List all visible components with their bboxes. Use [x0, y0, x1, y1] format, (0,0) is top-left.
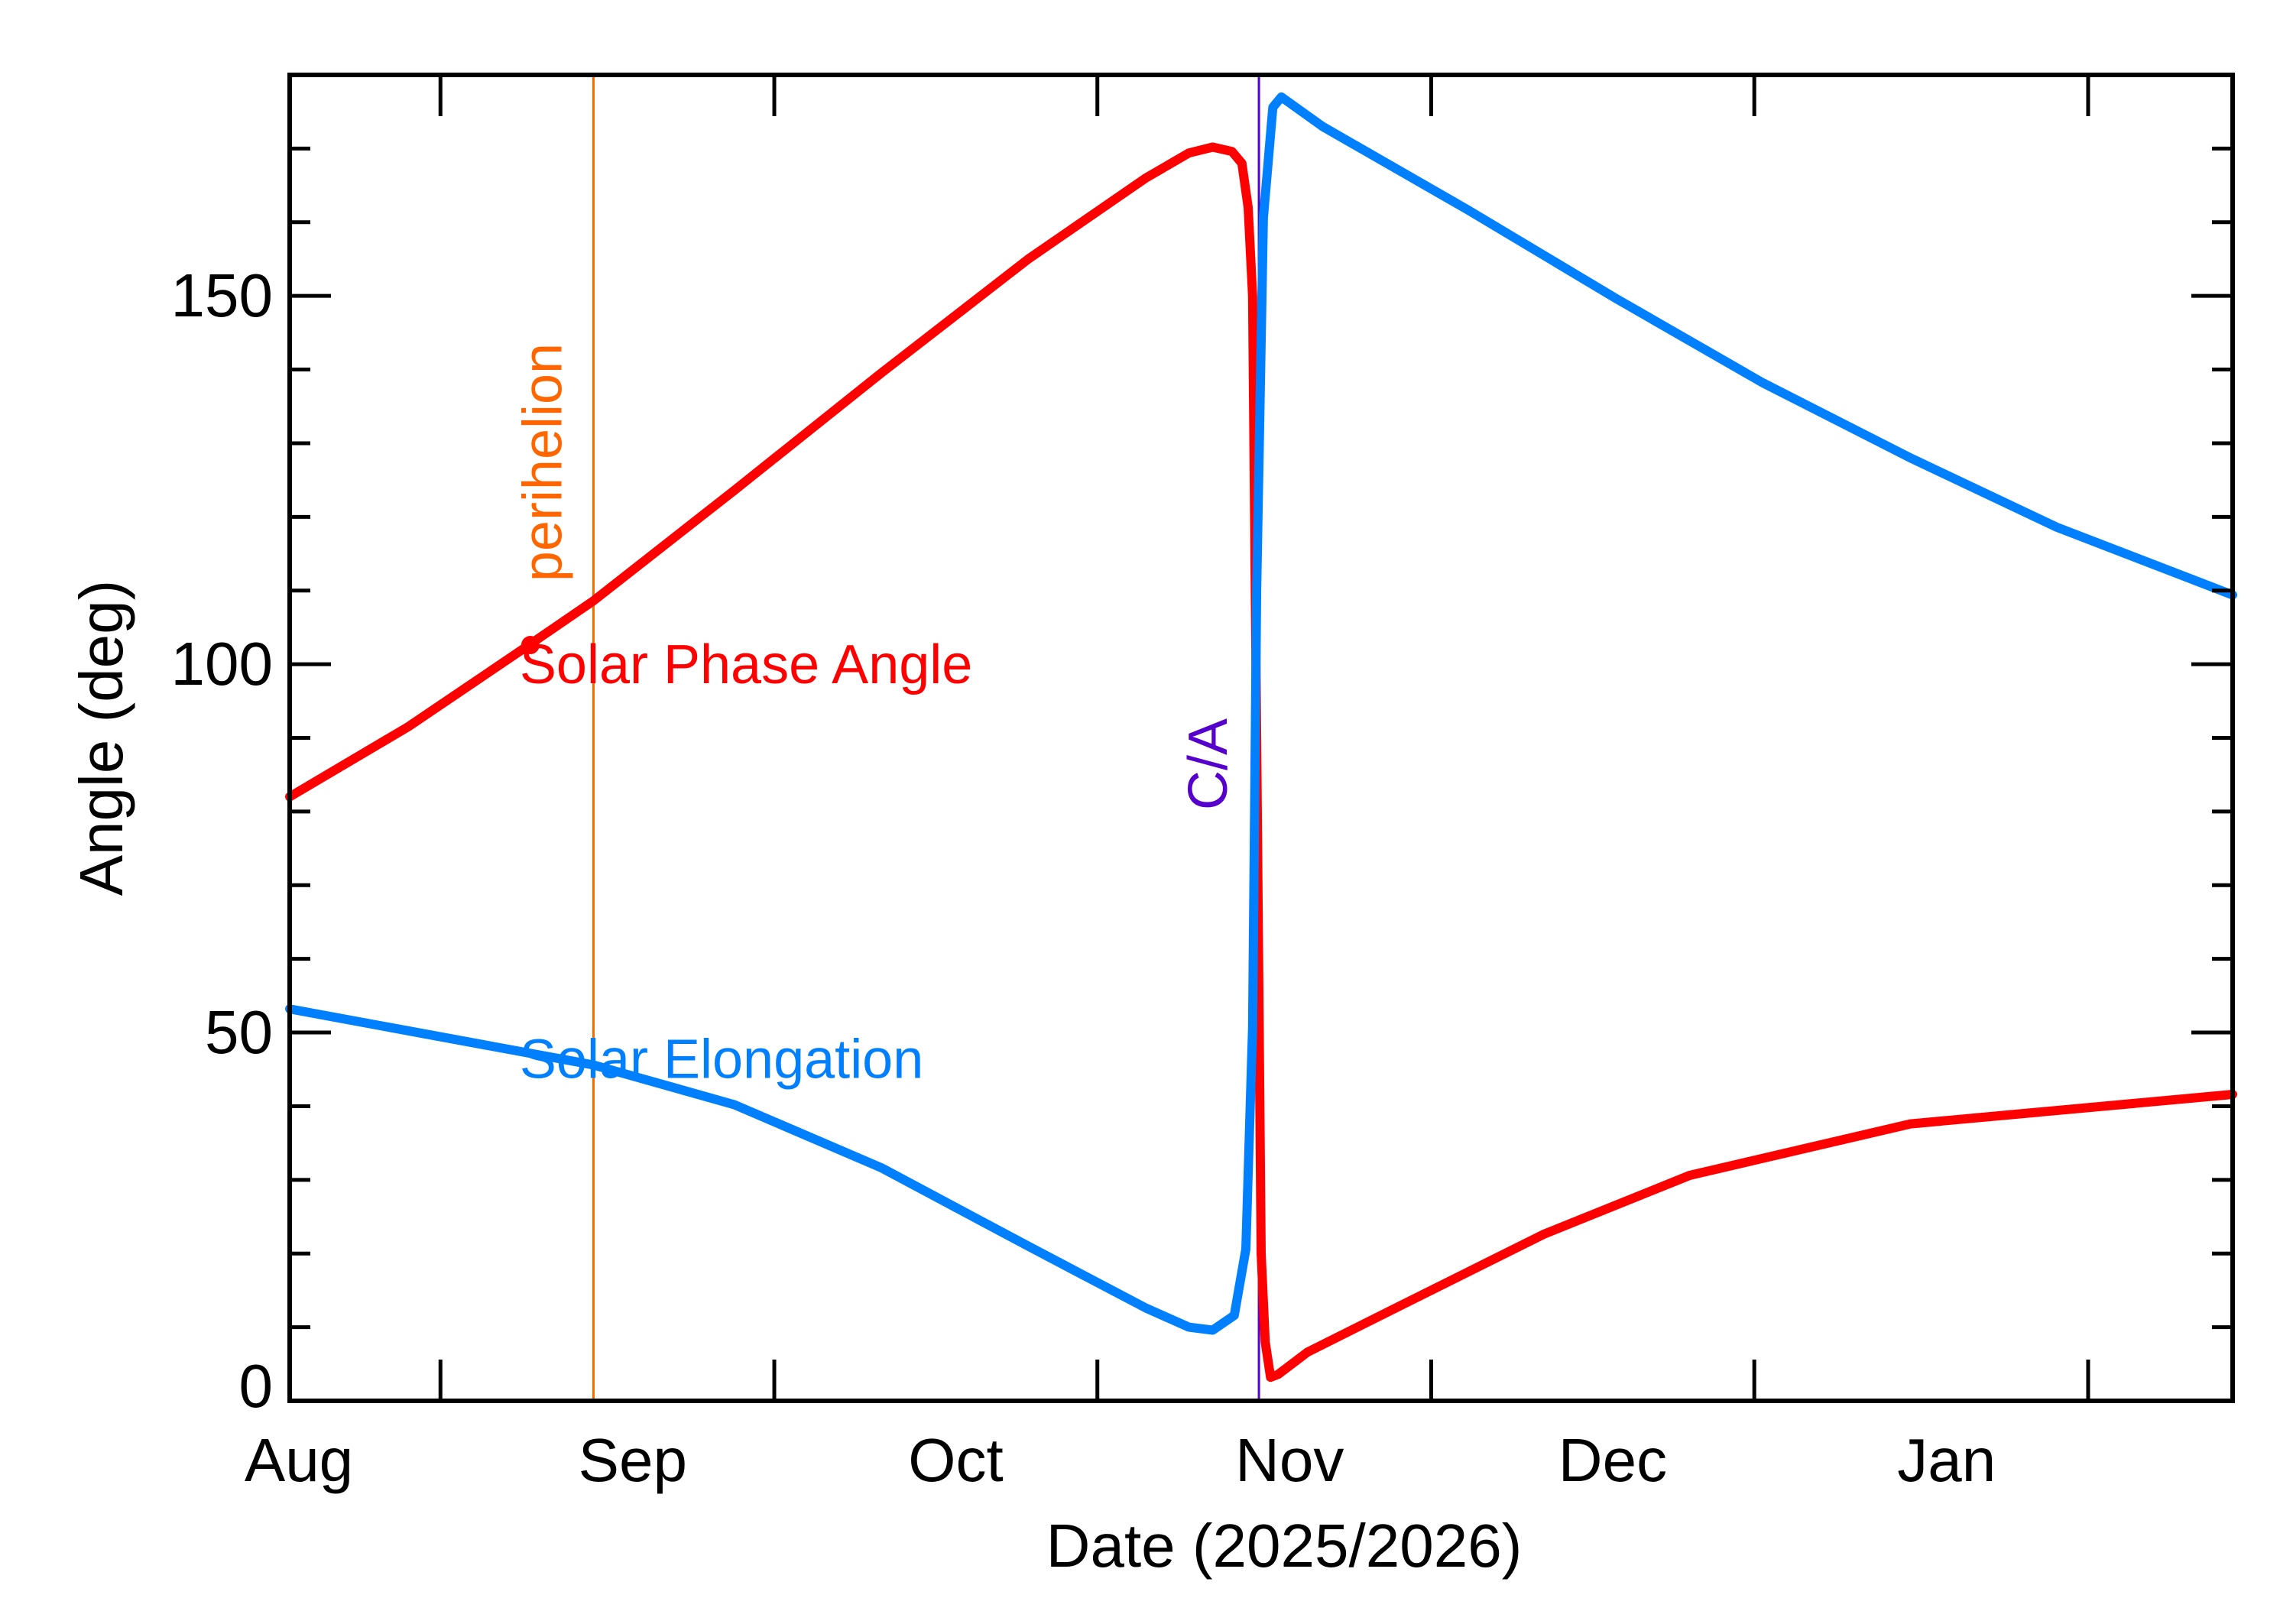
- x-tick-label: Nov: [1235, 1426, 1344, 1494]
- x-tick-label: Dec: [1558, 1426, 1667, 1494]
- y-axis-label: Angle (deg): [67, 580, 135, 896]
- y-tick-label: 50: [205, 998, 273, 1066]
- series-line-solar-phase-angle: [285, 142, 2237, 1383]
- y-tick-label: 0: [239, 1352, 274, 1420]
- y-tick-label: 150: [171, 261, 273, 329]
- series-line-solar-elongation: [285, 92, 2237, 1335]
- series-label-dot: [521, 636, 540, 655]
- marker-label: C/A: [1178, 718, 1239, 810]
- marker-label: perihelion: [512, 343, 573, 582]
- x-tick-label: Sep: [579, 1426, 687, 1494]
- x-axis-label: Date (2025/2026): [1046, 1512, 1523, 1580]
- x-tick-label: Oct: [908, 1426, 1003, 1494]
- series-label: Solar Phase Angle: [520, 634, 972, 695]
- series-label: Solar Elongation: [520, 1029, 923, 1091]
- x-tick-label: Aug: [245, 1426, 353, 1494]
- plot-frame: [287, 73, 2235, 1403]
- y-tick-label: 100: [171, 630, 273, 698]
- x-tick-label: Jan: [1897, 1426, 1996, 1494]
